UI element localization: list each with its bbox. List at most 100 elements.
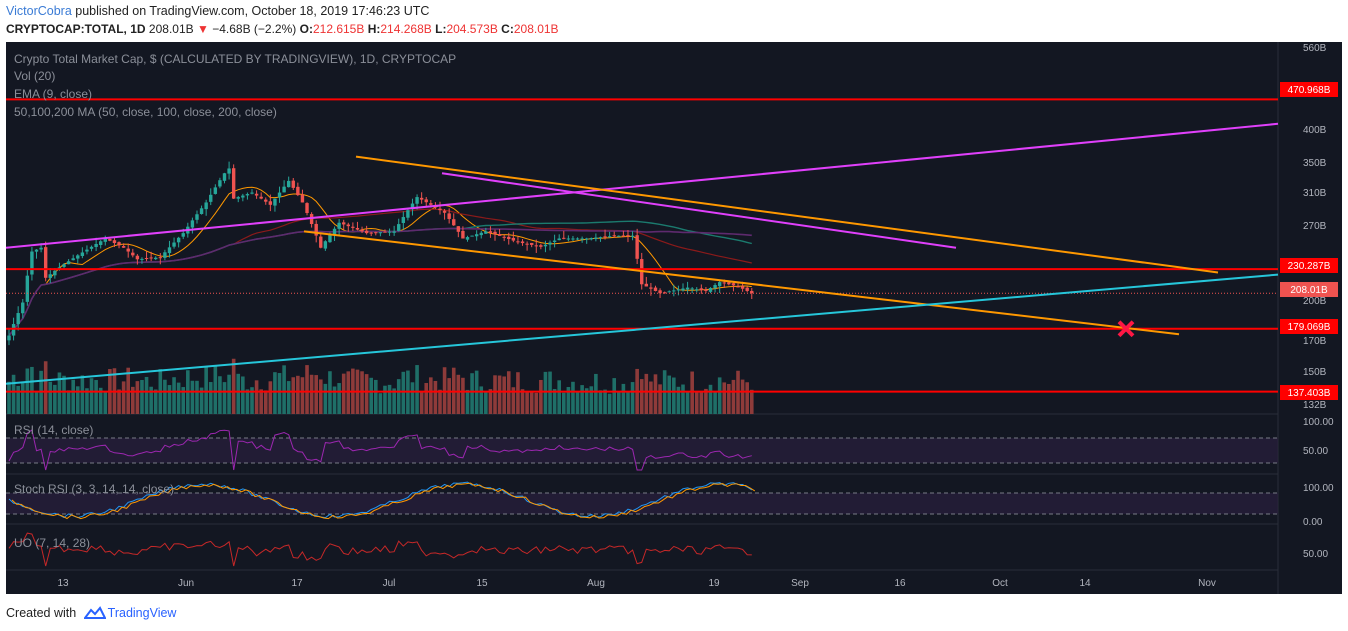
- volume-bar: [617, 391, 621, 414]
- volume-bar: [222, 382, 227, 414]
- volume-bar: [529, 391, 534, 414]
- volume-bar: [346, 371, 351, 414]
- high-label: H:: [367, 22, 381, 36]
- candle-body: [378, 232, 383, 234]
- x-tick-label: Nov: [1198, 578, 1216, 589]
- candle-body: [511, 237, 516, 241]
- high-value: 214.268B: [380, 22, 432, 36]
- volume-bar: [461, 377, 465, 414]
- candle-body: [76, 255, 80, 259]
- volume-bar: [263, 390, 268, 414]
- candle-body: [351, 226, 355, 228]
- candle-body: [580, 238, 584, 240]
- volume-bar: [740, 379, 745, 414]
- candle-body: [103, 238, 107, 242]
- candle-body: [264, 199, 268, 202]
- candle-body: [190, 220, 195, 228]
- candle-body: [121, 246, 126, 248]
- candle-body: [442, 210, 447, 213]
- x-tick-label: 19: [708, 578, 720, 589]
- candle-body: [323, 241, 328, 249]
- candle-body: [474, 234, 479, 237]
- candle-body: [585, 238, 589, 240]
- candle-body: [672, 290, 676, 292]
- volume-bar: [208, 382, 213, 414]
- volume-bar: [644, 373, 649, 414]
- candle-body: [227, 168, 231, 174]
- volume-bar: [282, 365, 286, 414]
- candle-body: [658, 290, 662, 294]
- volume-bar: [117, 389, 121, 414]
- x-tick-label: Jun: [178, 578, 194, 589]
- volume-bar: [318, 379, 323, 414]
- uo-label: UO (7, 14, 28): [14, 536, 90, 550]
- open-label: O:: [299, 22, 313, 36]
- candle-body: [163, 252, 167, 258]
- candle-body: [571, 238, 575, 240]
- candle-body: [543, 244, 548, 247]
- candle-body: [117, 242, 121, 246]
- volume-bar: [98, 387, 103, 414]
- volume-bar: [62, 375, 66, 414]
- volume-bar: [392, 388, 396, 414]
- volume-bar: [548, 371, 552, 414]
- candle-body: [676, 289, 681, 291]
- candle-body: [250, 192, 254, 194]
- author-link[interactable]: VictorCobra: [6, 4, 72, 18]
- price-axis[interactable]: 560B 400B 350B 310B 270B 200B 170B 150B …: [1303, 43, 1334, 560]
- volume-bar: [539, 379, 543, 414]
- volume-bar: [681, 384, 685, 414]
- price-label-text: 470.968B: [1288, 85, 1331, 96]
- candle-body: [254, 193, 259, 196]
- indicator-label-ma: 50,100,200 MA (50, close, 100, close, 20…: [14, 105, 277, 119]
- volume-bar: [176, 382, 181, 414]
- volume-bar: [497, 375, 502, 414]
- chart-canvas[interactable]: Crypto Total Market Cap, $ (CALCULATED B…: [5, 42, 1342, 594]
- volume-bar: [11, 374, 16, 414]
- footer: Created with TradingView: [6, 606, 176, 620]
- volume-bar: [374, 379, 378, 414]
- volume-bar: [153, 389, 158, 414]
- y-tick-label: 400B: [1303, 125, 1327, 136]
- candle-body: [644, 283, 649, 287]
- volume-bar: [167, 385, 172, 414]
- price-label-text: 137.403B: [1288, 388, 1331, 399]
- y-tick-label: 350B: [1303, 158, 1327, 169]
- volume-bar: [717, 377, 722, 414]
- volume-bar: [534, 392, 539, 414]
- candle-body: [745, 287, 749, 291]
- volume-bar: [378, 393, 383, 414]
- stoch-tick: 0.00: [1303, 517, 1323, 528]
- candle-body: [695, 289, 699, 291]
- candle-body: [424, 199, 428, 203]
- candle-body: [493, 231, 497, 235]
- volume-bar: [603, 389, 607, 414]
- x-tick-label: 14: [1079, 578, 1091, 589]
- candle-body: [626, 235, 630, 237]
- candle-body: [144, 257, 149, 259]
- volume-bar: [71, 379, 75, 414]
- close-value: 208.01B: [513, 22, 559, 36]
- candle-body: [11, 324, 16, 336]
- volume-bar: [589, 386, 594, 414]
- chart-svg[interactable]: Crypto Total Market Cap, $ (CALCULATED B…: [5, 42, 1342, 594]
- candle-body: [94, 243, 98, 247]
- tradingview-brand-link[interactable]: TradingView: [107, 606, 177, 620]
- volume-bar: [259, 389, 263, 414]
- volume-bar: [181, 387, 186, 414]
- candle-body: [539, 245, 543, 247]
- candle-body: [209, 194, 213, 202]
- x-tick-label: 15: [476, 578, 488, 589]
- time-axis[interactable]: 13 Jun 17 Jul 15 Aug 19 Sep 16 Oct 14 No…: [57, 578, 1215, 589]
- candle-body: [617, 235, 621, 237]
- indicator-subpanes: [6, 429, 1278, 567]
- volume-bar: [75, 386, 80, 414]
- low-value: 204.573B: [446, 22, 498, 36]
- rsi-label: RSI (14, close): [14, 423, 93, 437]
- candle-body: [309, 214, 314, 225]
- candle-body: [71, 258, 75, 261]
- volume-bar: [639, 379, 644, 414]
- candle-body: [314, 223, 318, 236]
- volume-bar: [218, 376, 222, 414]
- x-tick-label: Aug: [587, 578, 605, 589]
